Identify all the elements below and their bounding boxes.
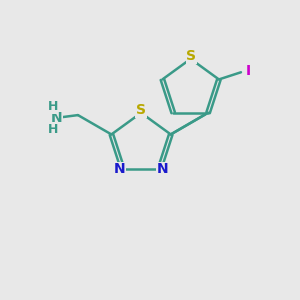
Text: H: H (47, 100, 58, 113)
Text: N: N (157, 162, 169, 176)
Text: S: S (136, 103, 146, 118)
Text: I: I (245, 64, 250, 78)
Text: H: H (47, 123, 58, 136)
Text: N: N (51, 111, 62, 125)
Text: N: N (113, 162, 125, 176)
Text: S: S (186, 49, 196, 63)
